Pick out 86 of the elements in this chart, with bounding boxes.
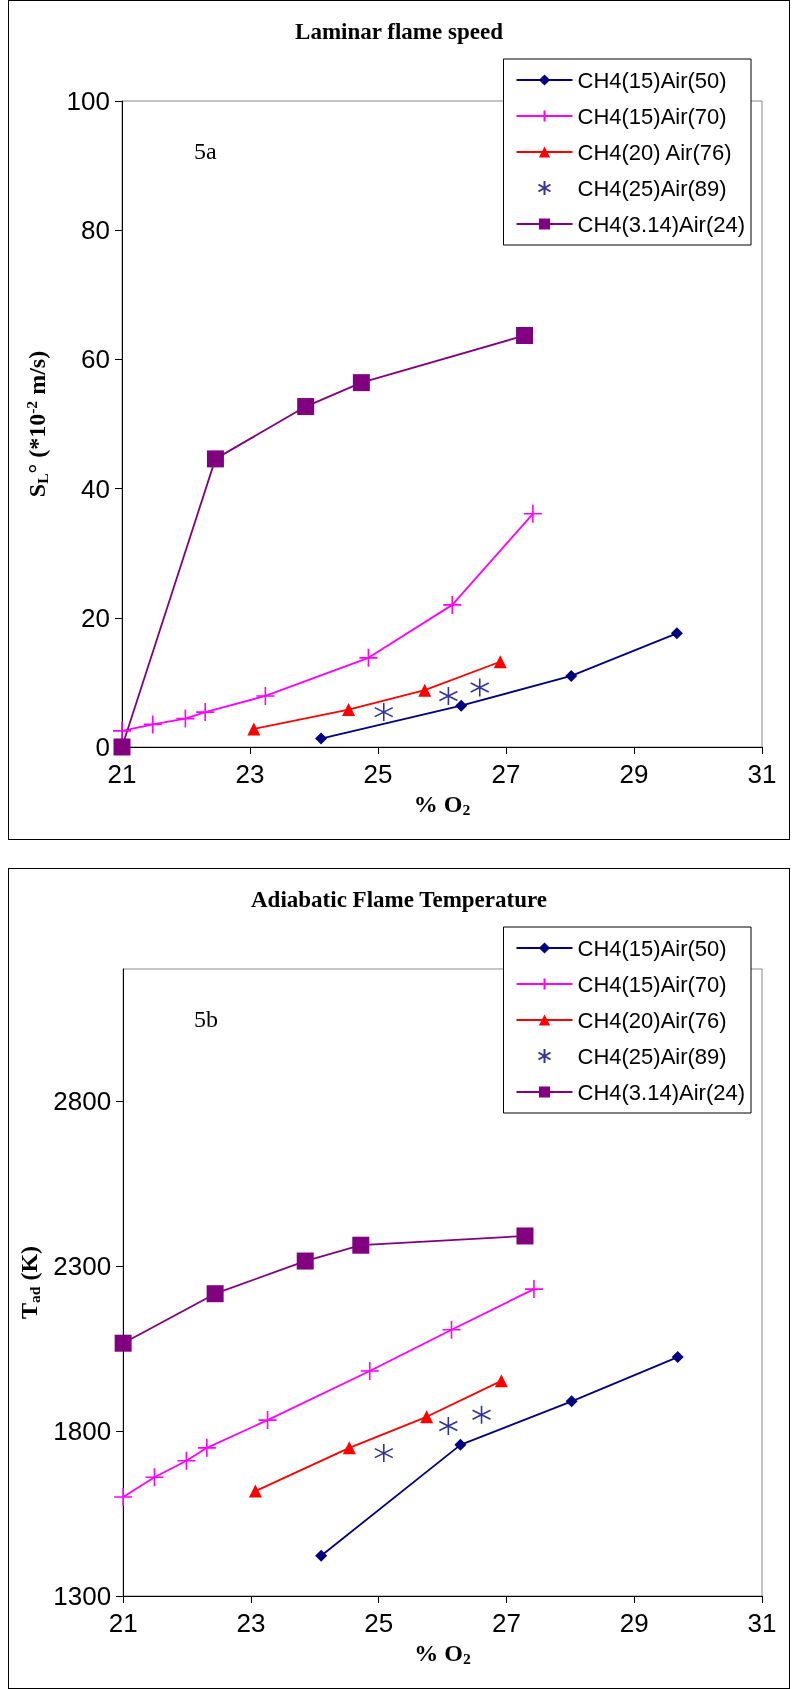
annotation: 5a — [194, 138, 217, 164]
point — [342, 1441, 356, 1455]
point — [206, 1285, 224, 1303]
x-tick-label: 25 — [364, 1608, 394, 1638]
point — [197, 1438, 217, 1458]
x-tick-label: 31 — [747, 1608, 777, 1638]
legend-label: CH4(15)Air(70) — [577, 103, 727, 129]
point — [438, 686, 459, 706]
x-tick-label: 29 — [619, 1608, 649, 1638]
point — [442, 595, 463, 615]
y-axis-title: SL° (*10-2 m/s) — [22, 350, 51, 498]
legend-label: CH4(15)Air(50) — [577, 67, 727, 93]
point — [114, 1334, 132, 1352]
point — [418, 683, 432, 697]
point — [373, 1443, 394, 1463]
x-tick-label: 21 — [107, 759, 137, 789]
point — [142, 714, 163, 735]
y-tick-label: 100 — [66, 86, 110, 116]
point — [255, 686, 276, 706]
y-tick-label: 80 — [81, 215, 110, 246]
point — [144, 1467, 165, 1487]
chart-title: Adiabatic Flame Temperature — [251, 887, 547, 912]
point — [359, 1361, 380, 1381]
y-tick-label: 2800 — [53, 1086, 112, 1116]
point — [296, 1252, 314, 1270]
x-tick-label: 23 — [236, 1608, 266, 1638]
point — [565, 1395, 578, 1408]
point — [493, 655, 507, 669]
y-tick-label: 60 — [81, 344, 110, 375]
point — [438, 1416, 459, 1436]
y-tick-label: 20 — [81, 602, 110, 633]
point — [112, 721, 132, 741]
point — [297, 398, 315, 416]
x-tick-label: 29 — [619, 759, 649, 789]
chart-title: Laminar flame speed — [295, 19, 504, 44]
point — [315, 732, 328, 745]
point — [420, 1410, 434, 1424]
legend-label: CH4(3.14)Air(24) — [577, 1079, 746, 1105]
point — [175, 708, 196, 729]
point — [469, 677, 490, 698]
point — [455, 699, 468, 712]
point — [176, 1450, 197, 1471]
y-tick-label: 1300 — [53, 1581, 112, 1611]
point — [352, 374, 370, 392]
point — [524, 1279, 544, 1299]
point — [670, 627, 683, 640]
point — [454, 1438, 467, 1451]
legend-label: CH4(3.14)Air(24) — [577, 211, 746, 237]
point — [195, 702, 215, 722]
x-tick-label: 27 — [491, 1608, 521, 1638]
x-tick-label: 25 — [363, 759, 393, 789]
point — [373, 702, 394, 722]
point — [257, 1410, 278, 1430]
point — [441, 1319, 462, 1340]
legend-label: CH4(25)Air(89) — [577, 175, 727, 201]
point — [247, 722, 261, 736]
point — [342, 703, 356, 717]
point — [358, 648, 379, 668]
legend-label: CH4(15)Air(50) — [577, 935, 727, 961]
point — [248, 1484, 262, 1498]
point — [352, 1236, 370, 1254]
x-tick-label: 21 — [108, 1608, 138, 1638]
point — [113, 1487, 133, 1507]
point — [516, 327, 534, 344]
point — [516, 1227, 534, 1245]
y-tick-label: 0 — [95, 732, 110, 762]
y-tick-label: 40 — [81, 473, 110, 504]
x-tick-label: 23 — [235, 759, 265, 789]
point — [671, 1351, 684, 1364]
legend-label: CH4(15)Air(70) — [577, 971, 727, 997]
x-tick-label: 31 — [747, 759, 777, 789]
y-tick-label: 2300 — [53, 1251, 112, 1281]
point — [206, 450, 224, 468]
point — [113, 738, 131, 756]
x-tick-label: 27 — [491, 759, 521, 789]
point — [565, 669, 578, 682]
point — [494, 1374, 508, 1388]
legend-label: CH4(25)Air(89) — [577, 1043, 727, 1069]
y-tick-label: 1800 — [53, 1416, 112, 1446]
point — [471, 1405, 492, 1425]
point — [315, 1549, 328, 1562]
point — [523, 503, 543, 524]
legend-label: CH4(20)Air(76) — [577, 1007, 727, 1033]
annotation: 5b — [194, 1006, 218, 1032]
y-axis-title: Tad (K) — [16, 1245, 43, 1320]
legend-label: CH4(20) Air(76) — [577, 139, 732, 165]
